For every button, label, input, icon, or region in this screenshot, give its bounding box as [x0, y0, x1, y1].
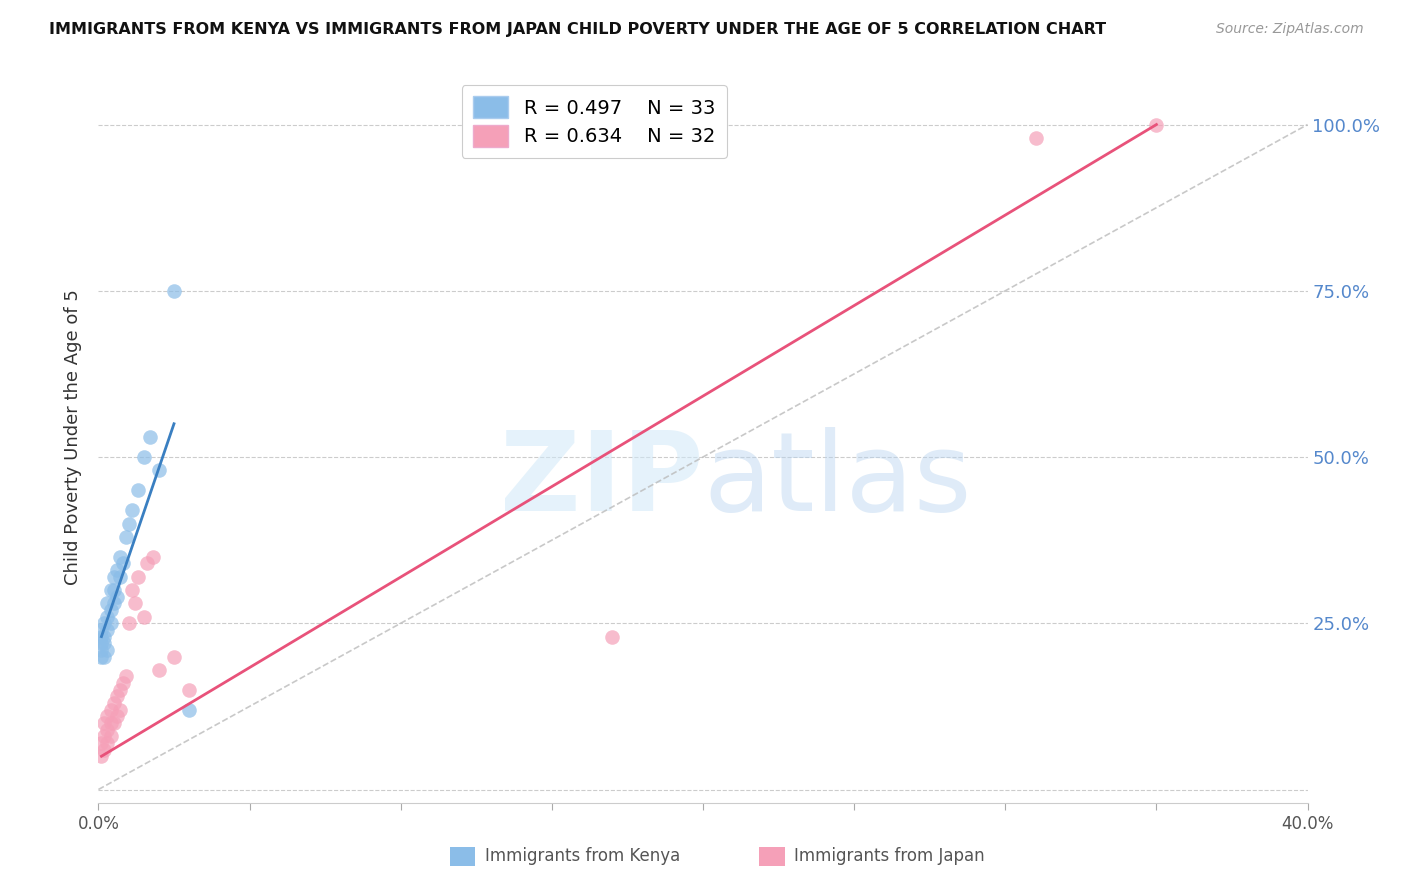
- Point: [111, 557, 134, 571]
- Point: [108, 570, 131, 584]
- Point: [108, 682, 131, 697]
- Point: [100, 703, 122, 717]
- Point: [118, 616, 141, 631]
- Point: [103, 696, 125, 710]
- Text: IMMIGRANTS FROM KENYA VS IMMIGRANTS FROM JAPAN CHILD POVERTY UNDER THE AGE OF 5 : IMMIGRANTS FROM KENYA VS IMMIGRANTS FROM…: [49, 22, 1107, 37]
- Point: [93, 616, 115, 631]
- Point: [108, 549, 131, 564]
- Point: [127, 570, 149, 584]
- Point: [103, 716, 125, 731]
- Point: [96, 609, 118, 624]
- Point: [103, 582, 125, 597]
- Point: [108, 703, 131, 717]
- Point: [103, 570, 125, 584]
- Point: [96, 623, 118, 637]
- Point: [105, 709, 128, 723]
- Point: [132, 609, 155, 624]
- Point: [121, 503, 143, 517]
- Y-axis label: Child Poverty Under the Age of 5: Child Poverty Under the Age of 5: [65, 289, 83, 585]
- Point: [105, 690, 128, 704]
- Point: [100, 582, 122, 597]
- Point: [139, 430, 162, 444]
- Point: [135, 557, 157, 571]
- Point: [132, 450, 155, 464]
- Point: [96, 596, 118, 610]
- Point: [96, 736, 118, 750]
- Point: [148, 463, 170, 477]
- Point: [93, 636, 115, 650]
- Point: [163, 284, 186, 298]
- Text: Source: ZipAtlas.com: Source: ZipAtlas.com: [1216, 22, 1364, 37]
- Point: [142, 549, 165, 564]
- Point: [1144, 118, 1167, 132]
- Point: [90, 643, 112, 657]
- Point: [90, 630, 112, 644]
- Point: [90, 749, 112, 764]
- Point: [90, 736, 112, 750]
- Point: [121, 582, 143, 597]
- Point: [96, 643, 118, 657]
- Point: [148, 663, 170, 677]
- Point: [90, 636, 112, 650]
- Point: [105, 563, 128, 577]
- Point: [105, 590, 128, 604]
- Point: [93, 742, 115, 756]
- Point: [179, 682, 201, 697]
- Text: ZIP: ZIP: [499, 427, 703, 534]
- Point: [90, 649, 112, 664]
- Point: [100, 616, 122, 631]
- Point: [118, 516, 141, 531]
- Point: [100, 729, 122, 743]
- Point: [90, 623, 112, 637]
- Point: [93, 716, 115, 731]
- Text: Immigrants from Japan: Immigrants from Japan: [794, 847, 986, 865]
- Point: [602, 630, 624, 644]
- Point: [100, 603, 122, 617]
- Point: [114, 669, 136, 683]
- Legend: R = 0.497    N = 33, R = 0.634    N = 32: R = 0.497 N = 33, R = 0.634 N = 32: [461, 85, 727, 158]
- Point: [100, 716, 122, 731]
- Text: atlas: atlas: [703, 427, 972, 534]
- Point: [1024, 131, 1046, 145]
- Point: [96, 709, 118, 723]
- Point: [179, 703, 201, 717]
- Point: [93, 630, 115, 644]
- Point: [93, 729, 115, 743]
- Point: [163, 649, 186, 664]
- Point: [114, 530, 136, 544]
- Text: Immigrants from Kenya: Immigrants from Kenya: [485, 847, 681, 865]
- Point: [124, 596, 146, 610]
- Point: [127, 483, 149, 498]
- Point: [93, 649, 115, 664]
- Point: [103, 596, 125, 610]
- Point: [96, 723, 118, 737]
- Point: [111, 676, 134, 690]
